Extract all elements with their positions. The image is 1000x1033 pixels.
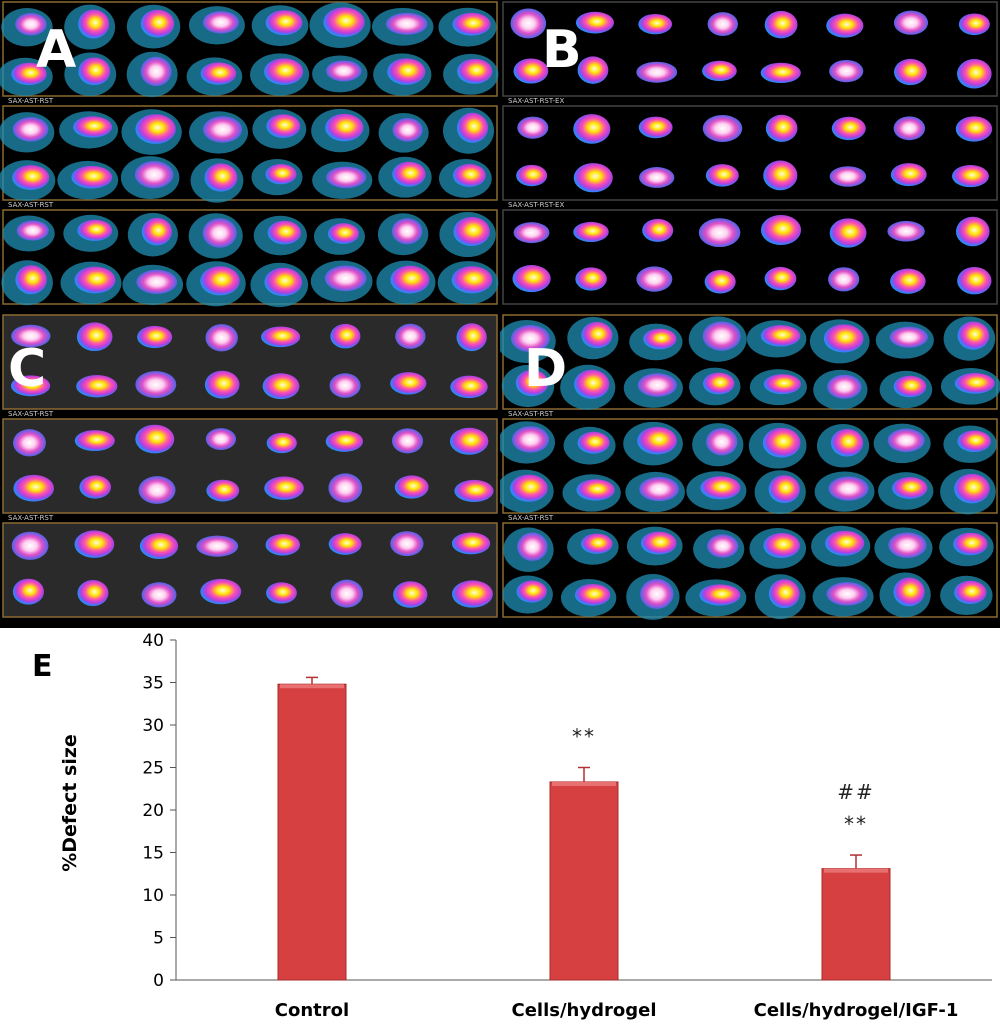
svg-text:SAX-AST-RST: SAX-AST-RST bbox=[8, 201, 54, 209]
bar-top-highlight bbox=[552, 781, 616, 786]
defect-size-chart: E %Defect size 0 5 10 15 20 25 30 35 40 Control C… bbox=[0, 628, 1000, 1028]
svg-text:SAX-AST-RST: SAX-AST-RST bbox=[8, 514, 54, 522]
bar-2 bbox=[821, 868, 891, 981]
svg-text:SAX-AST-RST-EX: SAX-AST-RST-EX bbox=[508, 201, 564, 209]
svg-text:SAX-AST-RST: SAX-AST-RST bbox=[8, 97, 54, 105]
panel-letter-a: A bbox=[36, 20, 77, 80]
x-tick-label: Cells/hydrogel bbox=[512, 1000, 657, 1021]
significance-marker: ## bbox=[837, 780, 875, 804]
panel-letter-d: D bbox=[524, 339, 568, 399]
y-tick-label: 15 bbox=[142, 844, 164, 864]
chart-bars: Control Cells/hydrogel ** Cells/hydrogel/IG… bbox=[275, 676, 959, 1021]
y-tick-label: 25 bbox=[142, 759, 164, 779]
y-axis-label: %Defect size bbox=[59, 734, 81, 872]
panel-b: SAX-AST-RST-EX SAX-AST-RST-EX B bbox=[500, 0, 1000, 313]
bar-1 bbox=[549, 781, 619, 981]
panel-letter-c: C bbox=[8, 339, 47, 399]
x-tick-label: Cells/hydrogel/IGF-1 bbox=[754, 1000, 959, 1021]
bar-top-highlight bbox=[280, 684, 344, 689]
y-tick-label: 5 bbox=[153, 929, 164, 949]
y-tick-label: 30 bbox=[142, 716, 164, 736]
panel-letter-e: E bbox=[32, 649, 53, 684]
svg-text:SAX-AST-RST-EX: SAX-AST-RST-EX bbox=[508, 97, 564, 105]
svg-text:SAX-AST-RST: SAX-AST-RST bbox=[508, 514, 554, 522]
significance-marker: ** bbox=[844, 812, 868, 836]
panel-c: SAX-AST-RST SAX-AST-RST C bbox=[0, 313, 500, 626]
bar-top-highlight bbox=[824, 868, 888, 873]
svg-text:SAX-AST-RST: SAX-AST-RST bbox=[8, 410, 54, 418]
y-tick-label: 10 bbox=[142, 886, 164, 906]
svg-text:SAX-AST-RST: SAX-AST-RST bbox=[508, 410, 554, 418]
panel-d: SAX-AST-RST SAX-AST-RST D bbox=[500, 313, 1000, 626]
y-tick-label: 40 bbox=[142, 631, 164, 651]
panel-letter-b: B bbox=[542, 20, 582, 80]
bar-0 bbox=[277, 683, 347, 981]
panel-a: SAX-AST-RST SAX-AST-RST A bbox=[0, 0, 500, 313]
spect-image-montage: SAX-AST-RST SAX-AST-RST A SAX-AST-RST-EX S… bbox=[0, 0, 1000, 628]
y-tick-label: 0 bbox=[153, 971, 164, 991]
significance-marker: ** bbox=[572, 725, 596, 749]
y-tick-label: 20 bbox=[142, 801, 164, 821]
x-tick-label: Control bbox=[275, 1000, 349, 1021]
y-tick-label: 35 bbox=[142, 674, 164, 694]
